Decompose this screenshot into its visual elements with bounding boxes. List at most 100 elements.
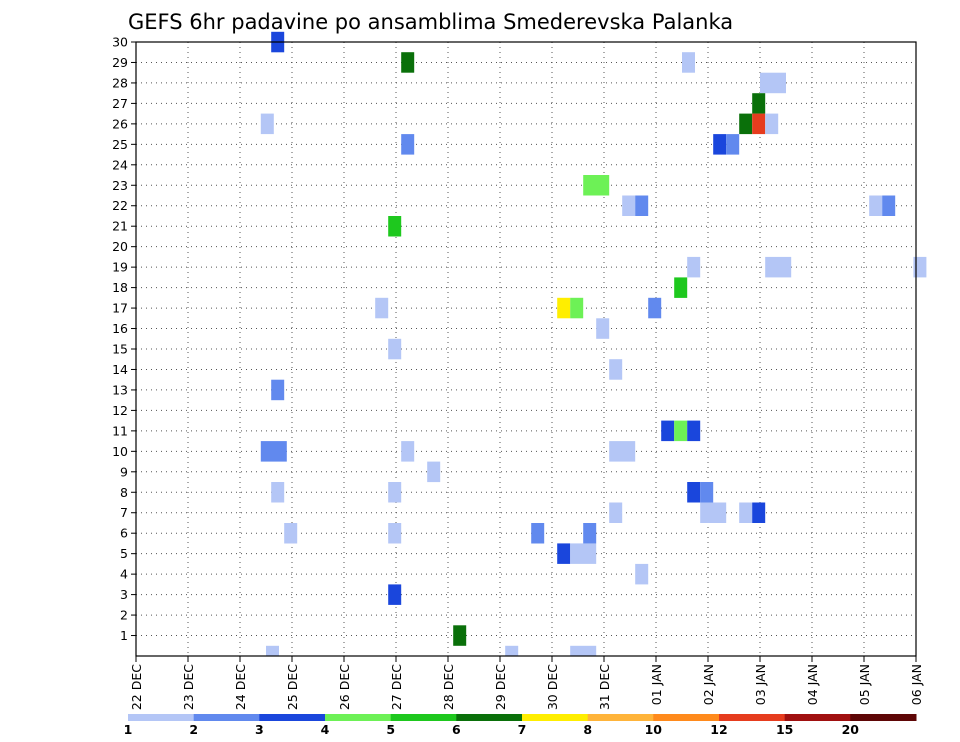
x-tick-label: 28 DEC — [441, 664, 456, 710]
precip-cell — [648, 297, 662, 319]
colorbar-segment — [193, 714, 260, 721]
y-tick-label: 29 — [112, 55, 128, 70]
y-tick-label: 21 — [112, 219, 128, 234]
precip-cell — [401, 134, 415, 155]
x-tick-label: 31 DEC — [597, 664, 612, 710]
data-cells — [260, 31, 927, 656]
y-tick-label: 20 — [112, 239, 128, 254]
x-tick-label: 01 JAN — [649, 664, 664, 705]
x-tick-label: 23 DEC — [181, 664, 196, 710]
precip-cell — [260, 441, 287, 462]
y-tick-label: 24 — [112, 157, 128, 172]
precip-cell — [388, 216, 402, 237]
colorbar-label: 12 — [710, 722, 727, 737]
precip-cell — [765, 256, 792, 278]
precip-cell — [596, 318, 610, 339]
y-tick-label: 17 — [112, 301, 128, 316]
y-tick-label: 16 — [112, 321, 128, 336]
y-tick-label: 5 — [120, 546, 128, 561]
precip-cell — [570, 297, 584, 319]
y-tick-label: 18 — [112, 280, 128, 295]
precip-cell — [687, 482, 701, 503]
colorbar-segment — [456, 714, 523, 721]
x-tick-label: 06 JAN — [909, 664, 924, 705]
precip-cell — [609, 359, 623, 380]
colorbar-segment — [390, 714, 457, 721]
y-tick-label: 9 — [120, 464, 128, 479]
precip-cell — [583, 175, 610, 196]
precip-cell — [739, 502, 753, 523]
precip-cell — [913, 256, 927, 278]
precip-cell — [388, 338, 402, 360]
precip-cell — [609, 441, 636, 462]
precip-cell — [570, 645, 597, 656]
colorbar-segment — [259, 714, 326, 721]
x-tick-label: 25 DEC — [285, 664, 300, 710]
x-tick-label: 30 DEC — [545, 664, 560, 710]
precip-cell — [635, 195, 649, 216]
precip-cell — [882, 195, 896, 216]
x-axis-ticks: 22 DEC 23 DEC 24 DEC 25 DEC 26 DEC 27 DEC 28 D… — [129, 656, 924, 710]
colorbar: 1 2 3 4 5 6 7 8 10 12 15 20 — [124, 714, 917, 737]
y-tick-label: 10 — [112, 444, 128, 459]
y-tick-label: 12 — [112, 403, 128, 418]
colorbar-segment — [522, 714, 589, 721]
precip-cell — [765, 113, 779, 135]
y-tick-label: 1 — [120, 628, 128, 643]
y-tick-label: 2 — [120, 608, 128, 623]
x-tick-label: 24 DEC — [233, 664, 248, 710]
colorbar-segment — [128, 714, 195, 721]
precip-cell — [557, 543, 571, 564]
precip-cell — [284, 523, 298, 544]
precip-cell — [700, 502, 727, 523]
y-tick-label: 28 — [112, 75, 128, 90]
colorbar-label: 4 — [321, 722, 330, 737]
precip-cell — [505, 645, 519, 656]
precip-cell — [682, 52, 695, 73]
precip-cell — [687, 256, 701, 278]
y-tick-label: 13 — [112, 382, 128, 397]
precip-cell — [271, 379, 285, 401]
colorbar-segment — [719, 714, 786, 721]
colorbar-label: 3 — [255, 722, 264, 737]
y-tick-label: 14 — [112, 362, 128, 377]
precip-cell — [622, 195, 636, 216]
precip-cell — [635, 563, 649, 585]
precip-cell — [388, 584, 402, 605]
y-tick-label: 3 — [120, 587, 128, 602]
precip-cell — [388, 482, 402, 503]
precip-cell — [739, 113, 753, 135]
colorbar-label: 6 — [452, 722, 461, 737]
y-tick-label: 11 — [112, 423, 128, 438]
x-tick-label: 05 JAN — [857, 664, 872, 705]
precip-cell — [674, 277, 688, 298]
precip-cell — [760, 72, 786, 94]
y-tick-label: 4 — [120, 567, 128, 582]
colorbar-label: 20 — [842, 722, 860, 737]
x-tick-label: 29 DEC — [493, 664, 508, 710]
precip-cell — [401, 52, 415, 73]
precip-cell — [401, 441, 415, 462]
precip-cell — [609, 502, 623, 523]
chart-title: GEFS 6hr padavine po ansamblima Smederev… — [128, 10, 733, 34]
precip-cell — [687, 420, 701, 442]
precip-cell — [388, 523, 402, 544]
x-tick-label: 04 JAN — [805, 664, 820, 705]
precip-cell — [700, 482, 714, 503]
colorbar-label: 15 — [776, 722, 793, 737]
colorbar-label: 5 — [386, 722, 395, 737]
precip-cell — [260, 113, 274, 135]
y-tick-label: 19 — [112, 260, 128, 275]
precip-cell — [427, 461, 441, 483]
precip-cell — [570, 543, 597, 564]
x-tick-label: 03 JAN — [753, 664, 768, 705]
y-tick-label: 27 — [112, 96, 128, 111]
precip-cell — [869, 195, 883, 216]
x-tick-label: 27 DEC — [389, 664, 404, 710]
colorbar-segment — [850, 714, 917, 721]
x-tick-label: 02 JAN — [701, 664, 716, 705]
precip-cell — [661, 420, 675, 442]
y-tick-label: 8 — [120, 485, 128, 500]
precip-cell — [674, 420, 688, 442]
